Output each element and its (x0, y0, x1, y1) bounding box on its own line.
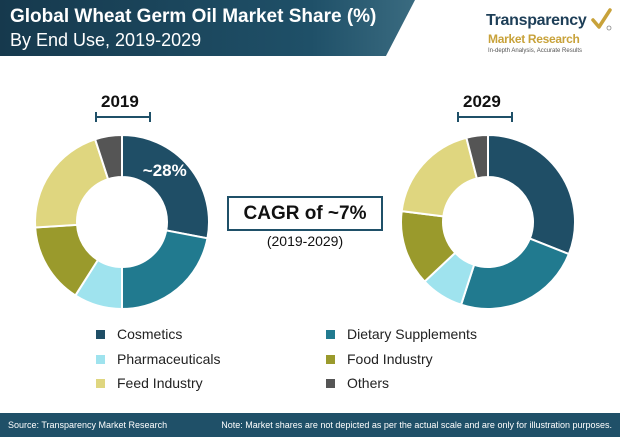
legend-label: Feed Industry (117, 375, 203, 391)
year-2029-label: 2029 (463, 92, 501, 111)
donut-slice-2029-dietary-supplements (459, 237, 571, 310)
checkmark-icon (591, 8, 612, 31)
donut-slice-2029-others (465, 133, 489, 180)
chart-title: Global Wheat Germ Oil Market Share (%) (10, 6, 377, 27)
title-banner (0, 0, 415, 56)
disclaimer-note: Note: Market shares are not depicted as … (221, 420, 612, 430)
footer-bar: Source: Transparency Market Research Not… (0, 413, 620, 437)
legend-item-dietary-supplements: Dietary Supplements (326, 326, 477, 342)
donut-slice-2019-dietary-supplements (121, 229, 209, 311)
legend-label: Food Industry (347, 351, 433, 367)
cagr-box: CAGR of ~7% (227, 196, 383, 231)
logo-tagline: In-depth Analysis, Accurate Results (488, 48, 583, 54)
year-2029-bracket (457, 112, 513, 122)
legend-label: Dietary Supplements (347, 326, 477, 342)
donut-chart-2029 (400, 133, 576, 310)
year-2019-bracket (95, 112, 151, 122)
year-2019-label: 2019 (101, 92, 139, 111)
legend-swatch (96, 354, 105, 364)
legend-swatch (96, 329, 105, 339)
legend-label: Cosmetics (117, 326, 183, 342)
legend-swatch (326, 378, 335, 388)
legend-item-feed-industry: Feed Industry (96, 375, 203, 391)
source-note: Source: Transparency Market Research (8, 420, 168, 430)
legend-swatch (326, 354, 335, 364)
logo-subtitle: Market Research (488, 32, 580, 46)
legend-item-pharmaceuticals: Pharmaceuticals (96, 351, 221, 367)
data-label-cosmetics: ~28% (143, 161, 187, 180)
donut-slice-2029-feed-industry (400, 136, 479, 218)
legend-item-others: Others (326, 375, 389, 391)
legend-swatch (96, 378, 105, 388)
legend-swatch (326, 329, 335, 339)
donut-slice-2019-feed-industry (34, 137, 110, 229)
legend-label: Others (347, 375, 390, 391)
donut-slice-2019-others (93, 133, 123, 181)
logo-name: Transparency (486, 12, 587, 29)
legend-item-food-industry: Food Industry (326, 351, 433, 367)
legend-item-cosmetics: Cosmetics (96, 326, 182, 342)
donut-slice-2029-cosmetics (487, 133, 576, 256)
legend-label: Pharmaceuticals (117, 351, 221, 367)
cagr-period: (2019-2029) (266, 233, 344, 249)
donut-slice-2019-cosmetics (121, 133, 210, 240)
company-logo: Transparency Market Research In-depth An… (486, 8, 616, 63)
chart-subtitle: By End Use, 2019-2029 (10, 30, 202, 50)
donut-chart-2019: ~28% (34, 133, 210, 311)
